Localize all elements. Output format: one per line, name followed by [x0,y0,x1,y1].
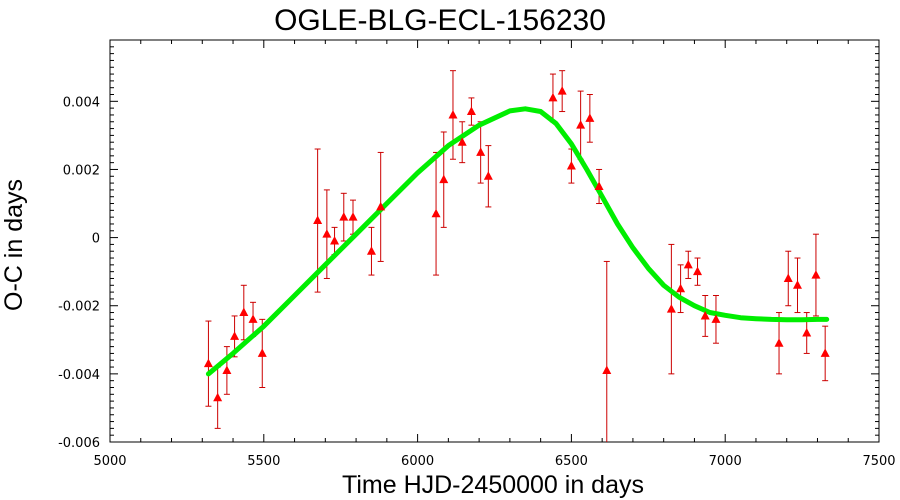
data-point [431,208,441,218]
data-point [802,327,812,337]
data-point [439,174,449,184]
fit-curve [205,106,830,377]
x-tick-label: 5500 [247,454,280,469]
y-tick-label: 0 [92,232,100,247]
data-point [666,304,676,313]
data-point [774,338,784,347]
data-point [783,273,793,282]
data-point [602,365,612,374]
data-point [483,171,493,180]
data-point [339,212,349,221]
data-point [576,120,586,129]
data-point [557,86,567,95]
data-point [330,236,340,245]
y-tick-label: -0.002 [58,300,100,315]
data-point [366,246,376,255]
data-point [203,358,213,368]
data-point [683,259,693,269]
data-point [594,181,604,190]
data-point [322,229,332,238]
data-point [348,212,358,221]
y-tick-label: 0.002 [63,163,100,178]
chart-title: OGLE-BLG-ECL-156230 [274,4,606,37]
data-point [376,201,386,211]
data-point [222,365,232,374]
data-point [548,92,558,102]
fit-curve-layer [205,106,830,377]
plot-frame [109,39,880,443]
x-tick-label: 5000 [93,454,126,469]
data-point [448,109,458,119]
data-point [239,307,249,317]
data-point [811,270,821,279]
data-point [676,283,686,293]
x-tick-label: 7000 [709,454,742,469]
axis-ticks: 5000 5500 6000 6500 7000 7500 -0.006 -0.004 -0.0… [58,40,896,469]
data-points [203,86,830,402]
x-axis-label: Time HJD-2450000 in days [342,471,644,499]
data-point [693,266,703,276]
data-point [213,392,223,402]
x-tick-label: 6500 [555,454,588,469]
y-tick-label: -0.006 [58,436,100,451]
data-point [257,348,267,357]
x-tick-label: 7500 [862,454,895,469]
data-point [820,348,830,357]
y-axis-label: O-C in days [0,179,28,311]
data-point [792,280,802,289]
data-point [313,215,323,225]
data-point [230,331,240,340]
data-point [248,314,258,323]
data-point [585,113,595,122]
data-point [476,147,486,156]
data-point [700,310,710,320]
data-point [466,106,476,116]
data-point [457,137,467,146]
error-bars [205,70,829,442]
data-point [566,161,576,170]
x-tick-label: 6000 [401,454,434,469]
data-point [711,314,721,323]
y-tick-label: -0.004 [58,368,100,383]
y-tick-label: 0.004 [63,95,100,110]
